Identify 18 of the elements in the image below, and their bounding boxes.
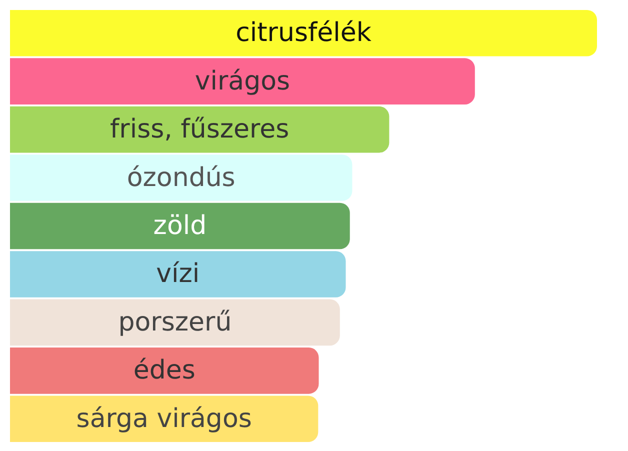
bar xyxy=(10,154,352,201)
bar xyxy=(10,106,390,153)
y-tick-label: ózondús xyxy=(126,162,236,193)
bar xyxy=(10,396,318,442)
y-tick-label: virágos xyxy=(194,66,290,96)
bar xyxy=(10,299,340,346)
bar xyxy=(10,251,346,298)
bar xyxy=(10,348,319,394)
y-tick-label: vízi xyxy=(156,259,200,290)
y-tick-label: porszerű xyxy=(118,307,232,338)
bar xyxy=(10,10,597,56)
y-tick-label: sárga virágos xyxy=(76,404,252,434)
y-tick-label: citrusfélék xyxy=(236,18,372,48)
bar xyxy=(10,58,475,104)
bar xyxy=(10,202,350,250)
y-tick-label: zöld xyxy=(153,211,207,241)
y-tick-label: friss, fűszeres xyxy=(110,114,290,145)
y-tick-label: édes xyxy=(133,356,196,386)
